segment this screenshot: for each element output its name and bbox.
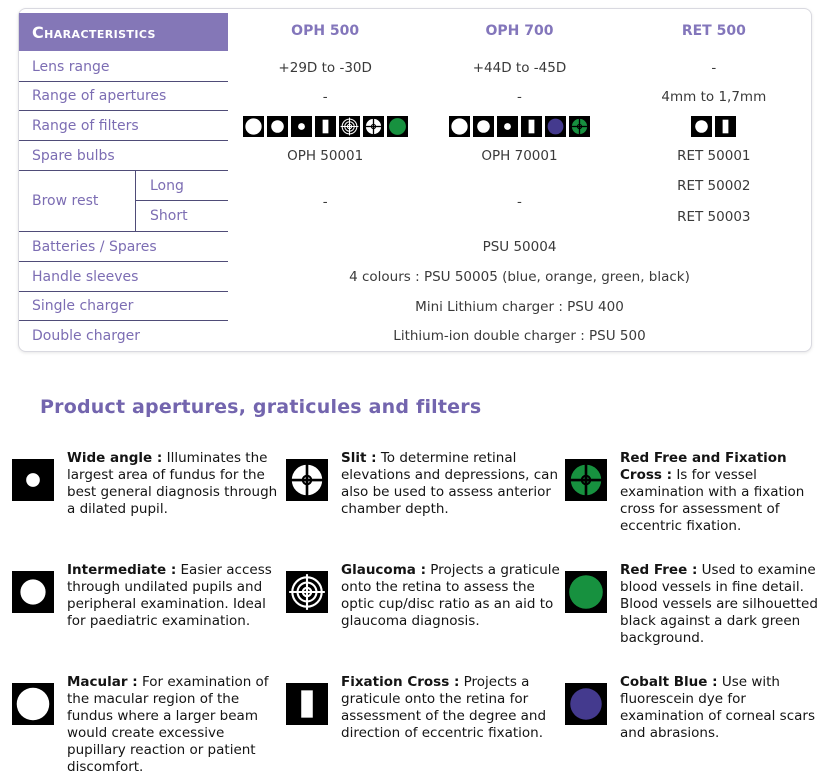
filter-icons-oph500 <box>228 111 422 141</box>
batteries-value: PSU 50004 <box>482 239 557 255</box>
brow-rest-short-label: Short <box>150 208 188 224</box>
item-text: Illuminates the largest area of fundus f… <box>67 450 278 517</box>
row-label-spare-bulbs: Spare bulbs <box>19 141 228 171</box>
aperture-medium-icon <box>691 115 713 137</box>
row-label-brow-rest: Brow rest Long Short <box>19 171 228 232</box>
column-header-oph700: OPH 700 <box>485 23 554 39</box>
aperture-medium-icon <box>472 115 494 137</box>
legend-item-red-free-fixation-cross: Red Free and Fixation Cross : Is for ves… <box>565 450 824 535</box>
row-label-handle-sleeves: Handle sleeves <box>19 262 228 292</box>
item-title: Cobalt Blue : <box>620 674 718 690</box>
item-title: Glaucoma : <box>341 562 426 578</box>
crosshair-icon <box>286 459 328 501</box>
double-charger-value: Lithium-ion double charger : PSU 500 <box>393 328 646 344</box>
handle-sleeves-value: 4 colours : PSU 50005 (blue, orange, gre… <box>349 269 690 285</box>
legend-item-slit: Slit : To determine retinal elevations a… <box>286 450 564 535</box>
graticule-icon <box>286 571 328 613</box>
item-text: Easier access through undilated pupils a… <box>67 562 272 629</box>
slit-icon <box>314 115 336 137</box>
item-title: Fixation Cross : <box>341 674 460 690</box>
single-charger-value: Mini Lithium charger : PSU 400 <box>415 298 624 315</box>
lens-range-oph500: +29D to -30D <box>278 59 372 76</box>
slit-icon <box>715 115 737 137</box>
brow-rest-oph700: - <box>517 193 522 210</box>
brow-rest-ret500: RET 50002 RET 50003 <box>617 171 811 232</box>
row-label-batteries: Batteries / Spares <box>19 232 228 262</box>
filter-icons-ret500 <box>617 111 811 141</box>
item-title: Intermediate : <box>67 562 177 578</box>
graticule-icon <box>338 115 360 137</box>
legend-item-wide-angle: Wide angle : Illuminates the largest are… <box>12 450 285 535</box>
aperture-large-icon <box>12 683 54 725</box>
row-label-double-charger: Double charger <box>32 328 140 344</box>
green-circle-icon <box>565 571 607 613</box>
legend-item-macular: Macular : For examination of the macular… <box>12 674 285 776</box>
row-label-filters: Range of filters <box>19 111 228 141</box>
green-circle-icon <box>386 115 408 137</box>
legend-item-intermediate: Intermediate : Easier access through und… <box>12 562 285 647</box>
row-label-lens-range: Lens range <box>19 53 228 82</box>
lens-range-oph700: +44D to -45D <box>472 59 567 76</box>
spec-table-card: Characteristics OPH 500 OPH 700 RET 500 … <box>18 8 812 352</box>
lens-range-ret500: - <box>711 59 717 76</box>
item-title: Red Free and Fixation Cross : <box>620 450 787 483</box>
aperture-small-icon <box>496 115 518 137</box>
item-text: Used to examine blood vessels in fine de… <box>620 562 818 646</box>
item-text: Projects a graticule onto the retina to … <box>341 562 560 629</box>
brow-rest-label: Brow rest <box>19 171 136 231</box>
item-text: Is for vessel examination with a fixatio… <box>620 467 805 534</box>
crosshair-icon <box>362 115 384 137</box>
spec-table: Characteristics OPH 500 OPH 700 RET 500 … <box>19 9 811 351</box>
aperture-small-icon <box>12 459 54 501</box>
green-target-icon <box>565 459 607 501</box>
spare-bulbs-oph500: OPH 50001 <box>287 148 364 164</box>
section-heading: Product apertures, graticules and filter… <box>40 396 482 418</box>
apertures-ret500: 4mm to 1,7mm <box>661 88 767 105</box>
cobalt-circle-icon <box>544 115 566 137</box>
brow-rest-oph500: - <box>322 193 328 210</box>
apertures-oph500: - <box>322 88 328 105</box>
item-title: Slit : <box>341 450 377 466</box>
row-label-apertures: Range of apertures <box>19 82 228 111</box>
legend-item-red-free: Red Free : Used to examine blood vessels… <box>565 562 824 647</box>
aperture-large-icon <box>448 115 470 137</box>
spare-bulbs-ret500: RET 50001 <box>677 148 751 164</box>
item-title: Red Free : <box>620 562 698 578</box>
apertures-legend: Wide angle : Illuminates the largest are… <box>12 450 824 776</box>
characteristics-header: Characteristics <box>19 13 228 51</box>
aperture-medium-icon <box>12 571 54 613</box>
green-target-icon <box>568 115 590 137</box>
brow-rest-ret-long: RET 50002 <box>677 178 751 195</box>
row-label-single-charger: Single charger <box>19 292 228 321</box>
column-header-ret500: RET 500 <box>681 23 746 39</box>
aperture-small-icon <box>290 115 312 137</box>
item-title: Wide angle : <box>67 450 163 466</box>
legend-item-cobalt-blue: Cobalt Blue : Use with fluorescein dye f… <box>565 674 824 776</box>
item-text: To determine retinal elevations and depr… <box>341 450 559 517</box>
brow-rest-long-label: Long <box>136 171 228 201</box>
aperture-medium-icon <box>266 115 288 137</box>
item-title: Macular : <box>67 674 138 690</box>
column-header-oph500: OPH 500 <box>291 23 360 39</box>
filter-icons-oph700 <box>422 111 616 141</box>
legend-item-glaucoma: Glaucoma : Projects a graticule onto the… <box>286 562 564 647</box>
cobalt-circle-icon <box>565 683 607 725</box>
slit-icon <box>286 683 328 725</box>
brow-rest-ret-short: RET 50003 <box>677 208 751 225</box>
aperture-large-icon <box>242 115 264 137</box>
legend-item-fixation-cross: Fixation Cross : Projects a graticule on… <box>286 674 564 776</box>
slit-icon <box>520 115 542 137</box>
apertures-oph700: - <box>517 88 522 105</box>
item-text: Use with fluorescein dye for examination… <box>620 674 815 741</box>
item-text: Projects a graticule onto the retina for… <box>341 674 547 741</box>
spare-bulbs-oph700: OPH 70001 <box>481 148 558 164</box>
